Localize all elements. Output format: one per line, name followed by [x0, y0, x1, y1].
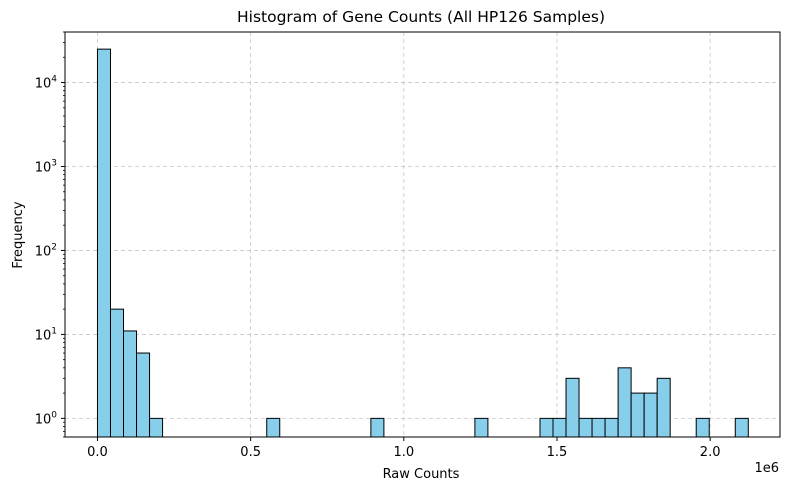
x-axis-label: Raw Counts: [383, 467, 460, 482]
histogram-bar: [136, 352, 151, 438]
y-tick-base: 10: [35, 412, 52, 427]
chart-title: Histogram of Gene Counts (All HP126 Samp…: [237, 8, 605, 26]
x-tick-label: 0.5: [240, 445, 261, 460]
histogram-bar: [565, 377, 580, 438]
plot-frame: [64, 31, 781, 438]
histogram-bar: [109, 308, 125, 438]
histogram-bar: [578, 417, 593, 438]
x-tick-label: 1.5: [547, 445, 568, 460]
y-tick-label: 103: [35, 159, 57, 176]
histogram-bar: [734, 417, 749, 438]
x-axis-ticks: 0.0 0.5 1.0 1.5 2.0: [87, 437, 720, 460]
histogram-bar: [474, 417, 489, 438]
y-tick-exponent: 2: [51, 242, 57, 252]
histogram-bar: [552, 417, 567, 438]
x-tick-label: 0.0: [87, 445, 108, 460]
x-tick-label: 1.0: [393, 445, 414, 460]
y-tick-exponent: 4: [51, 75, 57, 85]
y-tick-base: 10: [35, 244, 52, 259]
histogram-bar: [643, 392, 658, 438]
histogram-bar: [604, 417, 619, 438]
histogram-bar: [695, 417, 710, 438]
grid-lines: [65, 32, 780, 437]
y-tick-exponent: 0: [51, 410, 57, 420]
histogram-bar: [539, 417, 554, 438]
y-tick-exponent: 3: [51, 159, 57, 169]
y-axis-label: Frequency: [11, 201, 26, 268]
histogram-bar: [617, 367, 632, 438]
histogram-bar: [266, 417, 281, 438]
y-tick-base: 10: [35, 328, 52, 343]
histogram-bar: [96, 48, 111, 438]
x-tick-label: 2.0: [700, 445, 721, 460]
y-tick-label: 101: [35, 326, 57, 343]
x-axis-offset-label: 1e6: [754, 461, 779, 476]
histogram-bar: [149, 417, 164, 438]
histogram-bar: [591, 417, 606, 438]
histogram-bar: [123, 330, 138, 438]
y-tick-label: 104: [35, 75, 58, 92]
y-tick-exponent: 1: [51, 326, 57, 336]
histogram-bar: [370, 417, 385, 438]
y-tick-base: 10: [35, 77, 52, 92]
histogram-bars: [96, 48, 749, 438]
y-tick-label: 100: [35, 410, 58, 427]
y-tick-label: 102: [35, 242, 57, 259]
histogram-bar: [630, 392, 645, 438]
y-tick-base: 10: [35, 161, 52, 176]
histogram-bar: [656, 377, 671, 438]
